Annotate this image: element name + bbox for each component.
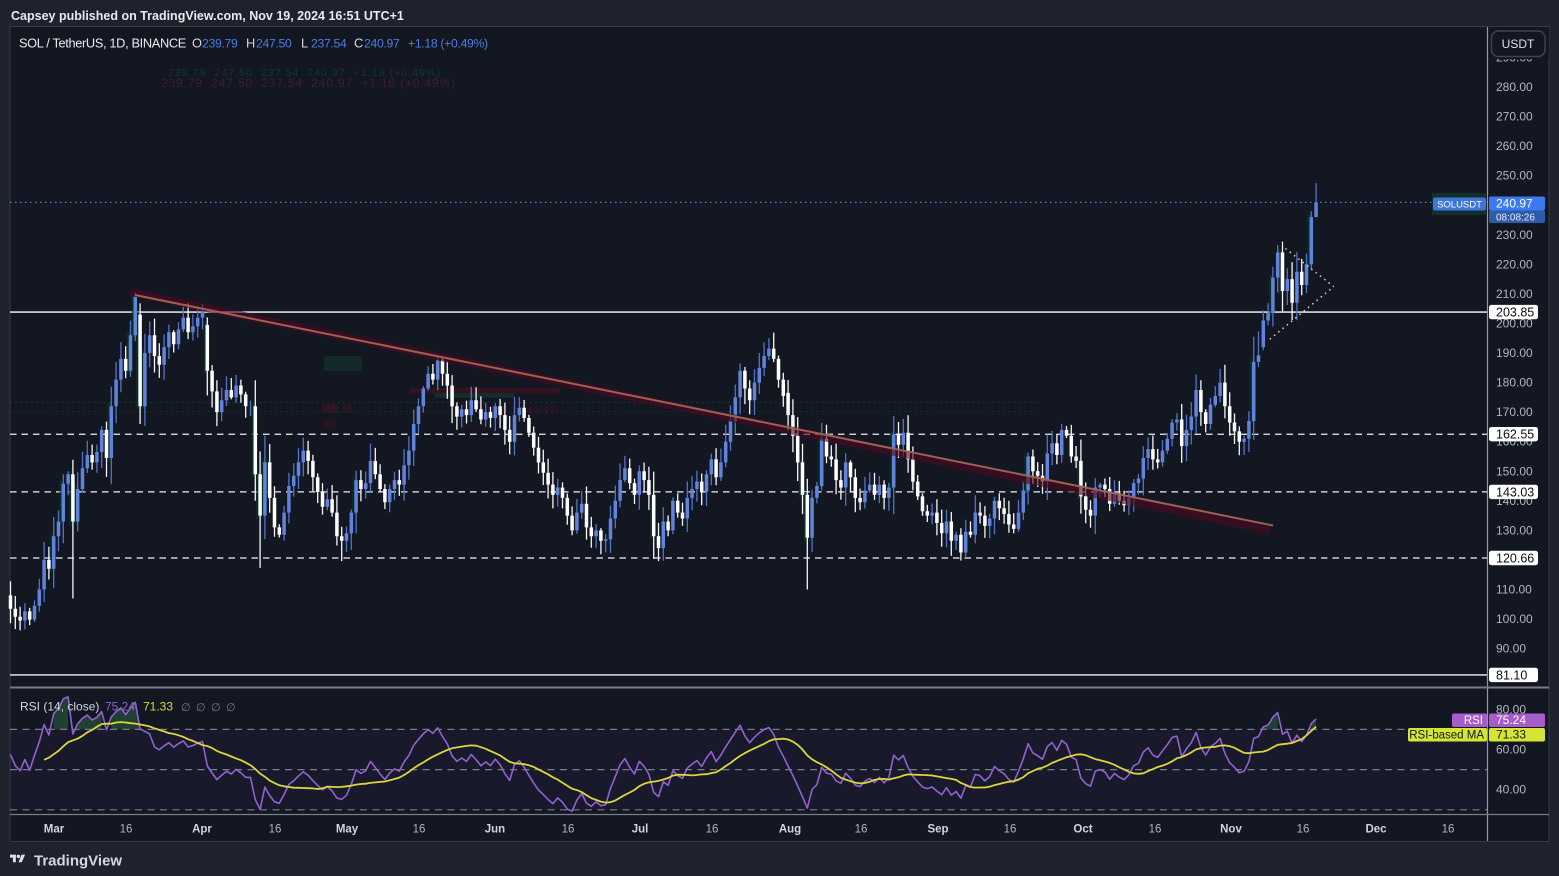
svg-text:16: 16	[706, 824, 719, 836]
svg-text:200.00: 200.00	[1496, 317, 1533, 331]
svg-text:90.00: 90.00	[1496, 642, 1526, 656]
svg-text:TradingView: TradingView	[34, 853, 122, 870]
svg-text:16: 16	[1149, 824, 1162, 836]
svg-text:237.54: 237.54	[311, 37, 347, 51]
svg-text:230.00: 230.00	[1496, 228, 1533, 242]
svg-text:150.00: 150.00	[1496, 464, 1533, 478]
svg-text:∅: ∅	[181, 702, 191, 714]
svg-text:240.97: 240.97	[1496, 197, 1533, 211]
svg-text:16: 16	[120, 824, 133, 836]
svg-text:C: C	[354, 36, 363, 51]
svg-text:71.33: 71.33	[143, 700, 173, 714]
svg-text:71.33: 71.33	[1496, 728, 1526, 742]
svg-text:130.00: 130.00	[1496, 523, 1533, 537]
svg-text:Capsey published on TradingVie: Capsey published on TradingView.com, Nov…	[11, 9, 404, 23]
svg-text:247.50: 247.50	[256, 37, 292, 51]
svg-text:60.00: 60.00	[1496, 743, 1526, 757]
svg-text:H: H	[246, 36, 255, 51]
svg-text:239.79: 239.79	[202, 37, 238, 51]
svg-text:∅: ∅	[226, 702, 236, 714]
svg-text:170.00: 170.00	[1496, 405, 1533, 419]
svg-text:239.79 247.50 237.54 240.97: 239.79 247.50 237.54 240.97 +1.18 (+0.49…	[161, 76, 455, 90]
svg-text:190.00: 190.00	[1496, 346, 1533, 360]
svg-text:L: L	[301, 36, 308, 51]
svg-text:∅: ∅	[211, 702, 221, 714]
svg-text:08:08:26: 08:08:26	[1496, 213, 1535, 224]
svg-text:16: 16	[269, 824, 282, 836]
svg-text:SOLUSDT 1 240.97: SOLUSDT 1 240.97	[452, 405, 556, 417]
svg-text:SOL / TetherUS, 1D, BINANCE: SOL / TetherUS, 1D, BINANCE	[19, 36, 186, 51]
svg-text:16: 16	[413, 824, 426, 836]
svg-text:16: 16	[855, 824, 868, 836]
svg-text:∅: ∅	[196, 702, 206, 714]
svg-text:Mar: Mar	[44, 824, 65, 836]
svg-text:239.79 247.50 237.54 240.97: 239.79 247.50 237.54 240.97 +1.18 (+0.49…	[168, 67, 440, 79]
svg-text:Sep: Sep	[927, 824, 948, 836]
svg-text:80.00: 80.00	[1496, 702, 1526, 716]
svg-text:USDT: USDT	[1502, 37, 1535, 51]
svg-text:Apr: Apr	[192, 824, 212, 836]
svg-text:Aug: Aug	[779, 824, 801, 836]
svg-text:75.24: 75.24	[1496, 713, 1526, 727]
svg-text:Jun: Jun	[485, 824, 505, 836]
svg-text:16: 16	[1297, 824, 1310, 836]
svg-text:110.00: 110.00	[1496, 583, 1532, 597]
svg-text:+1.18 (+0.49%): +1.18 (+0.49%)	[408, 37, 488, 51]
svg-text:16: 16	[562, 824, 575, 836]
svg-text:240.24: 240.24	[462, 422, 492, 432]
svg-text:RSI: RSI	[1464, 715, 1483, 727]
svg-text:280.00: 280.00	[1496, 80, 1533, 94]
svg-text:75.24: 75.24	[105, 700, 135, 714]
svg-text:81.10: 81.10	[1496, 668, 1527, 682]
svg-text:40.00: 40.00	[1496, 783, 1526, 797]
svg-text:143.03: 143.03	[1496, 485, 1534, 499]
svg-text:270.00: 270.00	[1496, 110, 1533, 124]
svg-text:220.00: 220.00	[1496, 257, 1533, 271]
svg-text:O: O	[192, 36, 202, 51]
svg-text:16: 16	[1004, 824, 1017, 836]
svg-text:May: May	[336, 824, 359, 836]
svg-text:250.00: 250.00	[1496, 169, 1533, 183]
svg-text:SOLUSDT: SOLUSDT	[1437, 200, 1482, 211]
svg-text:Nov: Nov	[1220, 824, 1242, 836]
svg-text:RSI-based MA: RSI-based MA	[1409, 730, 1484, 742]
svg-text:210.00: 210.00	[1496, 287, 1533, 301]
svg-text:Oct: Oct	[1073, 824, 1092, 836]
svg-text:Dec: Dec	[1365, 824, 1387, 836]
svg-text:RSI (14, close): RSI (14, close)	[20, 700, 99, 714]
svg-text:162.55: 162.55	[1496, 428, 1534, 442]
svg-text:100.00: 100.00	[1496, 612, 1533, 626]
svg-text:16: 16	[1442, 824, 1455, 836]
svg-text:Jul: Jul	[632, 824, 649, 836]
svg-text:180.00: 180.00	[1496, 376, 1533, 390]
svg-text:260.00: 260.00	[1496, 139, 1533, 153]
svg-text:203.85: 203.85	[1496, 306, 1534, 320]
svg-text:120.66: 120.66	[1496, 551, 1534, 565]
svg-text:240.97: 240.97	[364, 37, 400, 51]
